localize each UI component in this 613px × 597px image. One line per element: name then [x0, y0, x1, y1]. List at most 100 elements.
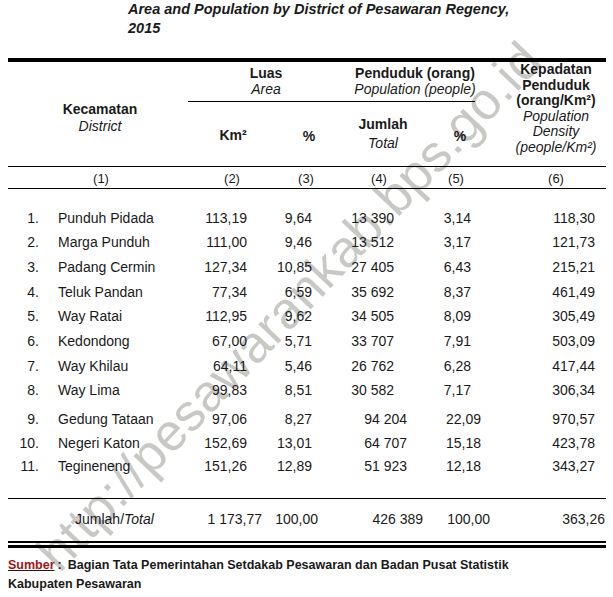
area-km2-value: 67,00	[212, 333, 247, 349]
population-total-value: 13 512	[351, 234, 394, 250]
header-area-pct: %	[303, 129, 315, 145]
population-pct-value: 3,14	[444, 210, 471, 226]
area-km2: 151,26	[190, 458, 262, 474]
col-index-3: (3)	[298, 171, 314, 186]
col-index-5: (5)	[448, 171, 464, 186]
population-pct-value: 7,17	[444, 382, 471, 398]
area-pct: 10,85	[262, 259, 318, 275]
density-value: 970,57	[552, 411, 595, 427]
population-pct-value: 7,91	[444, 333, 471, 349]
area-pct: 9,64	[262, 210, 318, 226]
district-name-value: Kedondong	[58, 333, 130, 349]
total-area-km2: 1 173,77	[190, 511, 262, 527]
district-name: Way Ratai	[40, 308, 190, 324]
row-number: 2.	[8, 234, 40, 250]
population-total-value: 27 405	[351, 259, 394, 275]
area-km2-value: 97,06	[212, 411, 247, 427]
area-km2-value: 64,11	[213, 358, 247, 374]
total-rule	[8, 498, 606, 500]
header-area-en: Area	[251, 82, 281, 98]
row-number: 10.	[8, 435, 40, 451]
area-km2-value: 151,26	[204, 458, 247, 474]
area-pct: 5,71	[262, 333, 318, 349]
row-number-value: 9.	[27, 411, 39, 427]
district-name-value: Marga Punduh	[58, 234, 150, 250]
district-name-value: Gedung Tataan	[58, 411, 154, 427]
density: 423,78	[490, 435, 606, 451]
density-value: 423,78	[552, 435, 595, 451]
area-pct-value: 8,27	[285, 411, 312, 427]
row-number: 9.	[8, 411, 40, 427]
row-number-value: 1.	[27, 210, 39, 226]
population-pct-value: 15,18	[446, 435, 481, 451]
population-pct: 12,18	[423, 458, 490, 474]
col-index-4: (4)	[371, 171, 387, 186]
bottom-double-rule-2	[8, 545, 606, 547]
table-row: 9. Gedung Tataan 97,06 8,27 94 204 22,09 970,5…	[8, 408, 606, 432]
district-name-value: Way Ratai	[58, 308, 122, 324]
density-value: 215,21	[552, 259, 595, 275]
population-total: 13 390	[318, 210, 423, 226]
population-total: 33 707	[318, 333, 423, 349]
area-pct-value: 9,62	[285, 308, 312, 324]
table-row: 4.Teluk Pandan77,346,5935 6928,37461,49	[8, 279, 606, 304]
source-text-line1: Bagian Tata Pemerintahan Setdakab Pesawa…	[68, 558, 509, 572]
table-row: 8.Way Lima99,838,5130 5827,17306,34	[8, 378, 606, 403]
area-km2: 127,34	[190, 259, 262, 275]
district-name-value: Way Lima	[58, 382, 120, 398]
table-row: 2.Marga Punduh111,009,4613 5123,17121,73	[8, 230, 606, 255]
area-pct: 9,62	[262, 308, 318, 324]
col-index-6: (6)	[548, 171, 564, 186]
population-pct: 8,09	[423, 308, 490, 324]
footer-source: Sumber: Bagian Tata Pemerintahan Setdakab…	[8, 556, 604, 594]
population-total-value: 35 692	[351, 284, 394, 300]
area-km2: 112,95	[190, 308, 262, 324]
table-row: 10. Negeri Katon 152,69 13,01 64 707 15,18 423…	[8, 431, 606, 455]
district-name: Teluk Pandan	[40, 284, 190, 300]
area-km2: 152,69	[190, 435, 262, 451]
population-total-value: 64 707	[364, 435, 407, 451]
total-label: Jumlah/Total	[8, 511, 190, 527]
population-total: 51 923	[318, 458, 423, 474]
population-pct: 7,17	[423, 382, 490, 398]
density: 970,57	[490, 411, 606, 427]
district-name-value: Teluk Pandan	[58, 284, 143, 300]
district-name: Kedondong	[40, 333, 190, 349]
header-district-id: Kecamatan	[63, 102, 138, 118]
area-pct: 8,51	[262, 382, 318, 398]
bottom-double-rule-1	[8, 541, 606, 543]
header-rule-1	[8, 166, 606, 168]
area-km2-value: 113,19	[205, 210, 247, 226]
header-density-en-line3: (people/Km²)	[516, 140, 597, 156]
district-name: Punduh Pidada	[40, 210, 190, 226]
row-number: 4.	[8, 284, 40, 300]
population-total-value: 34 505	[351, 308, 394, 324]
area-pct-value: 13,01	[277, 435, 312, 451]
total-density: 363,26	[490, 511, 606, 527]
population-total: 94 204	[318, 411, 423, 427]
area-pct-value: 12,89	[277, 458, 312, 474]
area-pct-value: 9,46	[285, 234, 312, 250]
population-pct-value: 22,09	[446, 411, 481, 427]
population-total: 26 762	[318, 358, 423, 374]
header-pop-total-en: Total	[368, 136, 398, 152]
district-name-value: Negeri Katon	[58, 435, 140, 451]
row-number: 11.	[8, 458, 40, 474]
source-label: Sumber	[8, 558, 55, 572]
header-rule-2	[8, 188, 606, 190]
row-number-value: 6.	[27, 333, 39, 349]
area-km2: 67,00	[190, 333, 262, 349]
district-name-value: Way Khilau	[58, 358, 128, 374]
header-population-id: Penduduk (orang)	[355, 66, 475, 82]
district-name: Tegineneng	[40, 458, 190, 474]
district-name: Marga Punduh	[40, 234, 190, 250]
col-index-1: (1)	[93, 171, 109, 186]
district-name-value: Tegineneng	[58, 458, 130, 474]
area-pct: 13,01	[262, 435, 318, 451]
row-number: 3.	[8, 259, 40, 275]
source-colon: :	[58, 558, 62, 572]
table-row: 3.Padang Cermin127,3410,8527 4056,43215,…	[8, 255, 606, 280]
population-total-value: 26 762	[351, 358, 394, 374]
district-name: Negeri Katon	[40, 435, 190, 451]
density-value: 503,09	[552, 333, 595, 349]
